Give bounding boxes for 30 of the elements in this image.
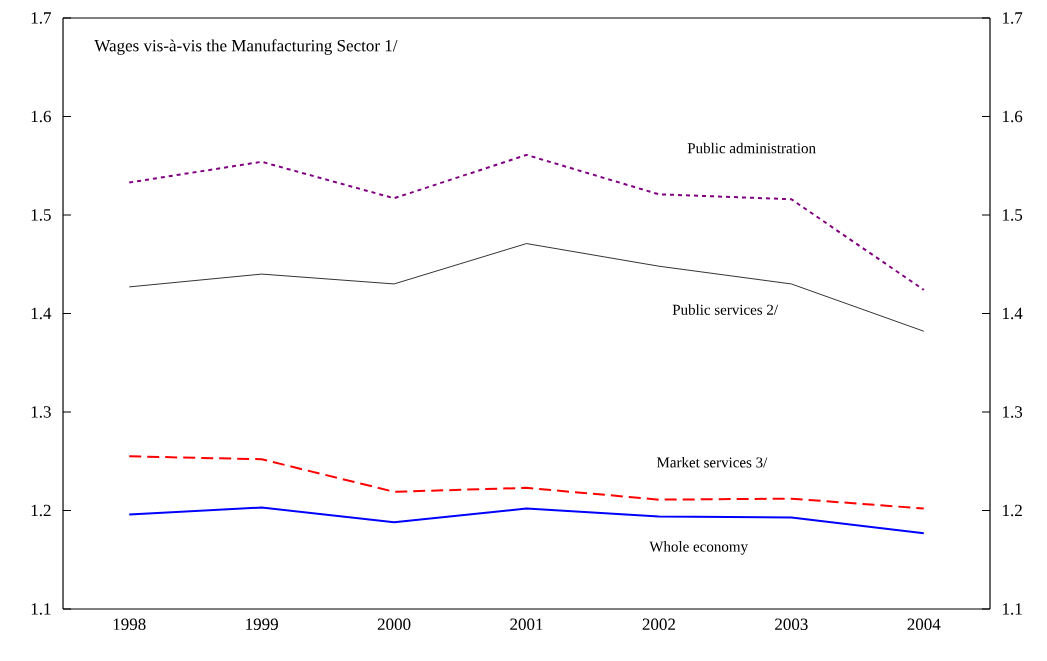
line-series: [128, 455, 925, 510]
text: Market services 3/: [656, 456, 768, 468]
line-series: [128, 153, 925, 291]
series-label: Whole economy: [649, 541, 748, 555]
text: Public administration: [687, 142, 816, 154]
y2-tick-label: 1.4: [1003, 307, 1023, 320]
y-tick-label: 1.4: [31, 307, 52, 320]
x-tick-label: 2000: [377, 618, 411, 630]
y2-tick-label: 1.5: [1003, 209, 1023, 221]
series-label: Public services 2/: [672, 304, 779, 315]
line-series: [128, 506, 925, 535]
x-tick-label: 2003: [775, 618, 808, 630]
y2-tick-label: 1.3: [1003, 406, 1023, 418]
x-tick-label: 1999: [246, 618, 278, 630]
x-tick-label: 1998: [113, 618, 146, 630]
line-series: [128, 243, 925, 332]
text: Wages vis-à-vis the Manufacturing Sector 1/: [94, 39, 398, 55]
x-tick-label: 2004: [907, 618, 941, 630]
y-tick-label: 1.2: [31, 504, 51, 517]
y2-tick-label: 1.2: [1003, 504, 1022, 517]
y-tick-label: 1.5: [31, 209, 51, 221]
y-tick-label: 1.7: [31, 12, 51, 24]
y2-tick-label: 1.6: [1003, 110, 1023, 123]
y-tick-label: 1.6: [31, 110, 51, 123]
y2-tick-label: 1.1: [1003, 603, 1022, 615]
x-tick-label: 2002: [642, 618, 675, 630]
x-tick-label: 2001: [510, 618, 543, 630]
y-tick-label: 1.3: [31, 406, 51, 418]
y2-tick-label: 1.7: [1003, 12, 1023, 24]
y-tick-label: 1.1: [31, 603, 51, 615]
